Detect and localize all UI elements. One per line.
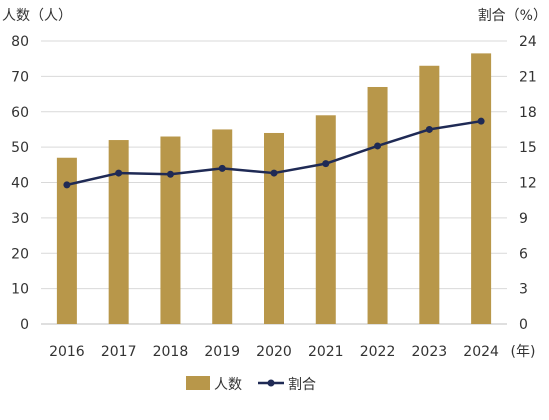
bar <box>367 86 388 324</box>
line-point <box>166 170 174 178</box>
right-tick-label: 24 <box>519 34 537 50</box>
bar <box>108 140 129 324</box>
line-point <box>270 169 278 177</box>
line-point <box>374 142 382 150</box>
left-axis-ticks: 0 10 20 30 40 50 60 70 80 <box>11 34 29 333</box>
left-tick-label: 50 <box>11 140 29 156</box>
right-tick-label: 6 <box>519 246 528 262</box>
right-axis-label: 割合（%） <box>478 7 547 24</box>
legend: 人数 割合 <box>186 376 316 393</box>
legend-label-line: 割合 <box>288 376 316 393</box>
right-tick-label: 12 <box>519 176 537 192</box>
x-tick-label: 2021 <box>308 344 344 360</box>
bar-series <box>56 53 492 324</box>
bar <box>56 157 77 324</box>
legend-line-marker <box>267 379 275 387</box>
bar <box>315 115 336 324</box>
bar <box>471 53 492 324</box>
line-point <box>425 125 433 133</box>
line-point <box>115 169 123 177</box>
left-tick-label: 10 <box>11 282 29 298</box>
right-tick-label: 21 <box>519 69 537 85</box>
left-tick-label: 60 <box>11 105 29 121</box>
x-tick-label: 2023 <box>412 344 448 360</box>
left-tick-label: 30 <box>11 211 29 227</box>
right-tick-label: 3 <box>519 282 528 298</box>
line-point <box>322 160 330 168</box>
line-point <box>63 181 71 189</box>
bar <box>419 65 440 324</box>
right-axis-ticks: 0 3 6 9 12 15 18 21 24 <box>519 34 537 333</box>
x-tick-label: 2020 <box>256 344 292 360</box>
left-tick-label: 70 <box>11 69 29 85</box>
x-tick-label: 2018 <box>153 344 189 360</box>
bar <box>212 129 233 324</box>
left-tick-label: 40 <box>11 176 29 192</box>
line-point <box>218 164 226 172</box>
x-axis-ticks: 2016 2017 2018 2019 2020 2021 2022 2023 2024 <box>49 344 499 360</box>
line-series <box>63 117 485 189</box>
right-tick-label: 18 <box>519 105 537 121</box>
x-axis-unit-label: (年) <box>511 344 536 360</box>
left-tick-label: 0 <box>20 317 29 333</box>
left-tick-label: 20 <box>11 246 29 262</box>
x-tick-label: 2017 <box>101 344 137 360</box>
x-tick-label: 2016 <box>49 344 85 360</box>
legend-label-bar: 人数 <box>214 377 242 393</box>
right-tick-label: 9 <box>519 211 528 227</box>
x-tick-label: 2019 <box>204 344 240 360</box>
right-tick-label: 15 <box>519 140 537 156</box>
x-tick-label: 2022 <box>360 344 396 360</box>
right-tick-label: 0 <box>519 317 528 333</box>
x-tick-label: 2024 <box>463 344 499 360</box>
bar <box>160 136 181 324</box>
bar <box>264 132 284 324</box>
line-point <box>477 117 485 125</box>
left-tick-label: 80 <box>11 34 29 50</box>
legend-swatch-bar <box>186 376 210 390</box>
left-axis-label: 人数（人） <box>2 8 72 24</box>
